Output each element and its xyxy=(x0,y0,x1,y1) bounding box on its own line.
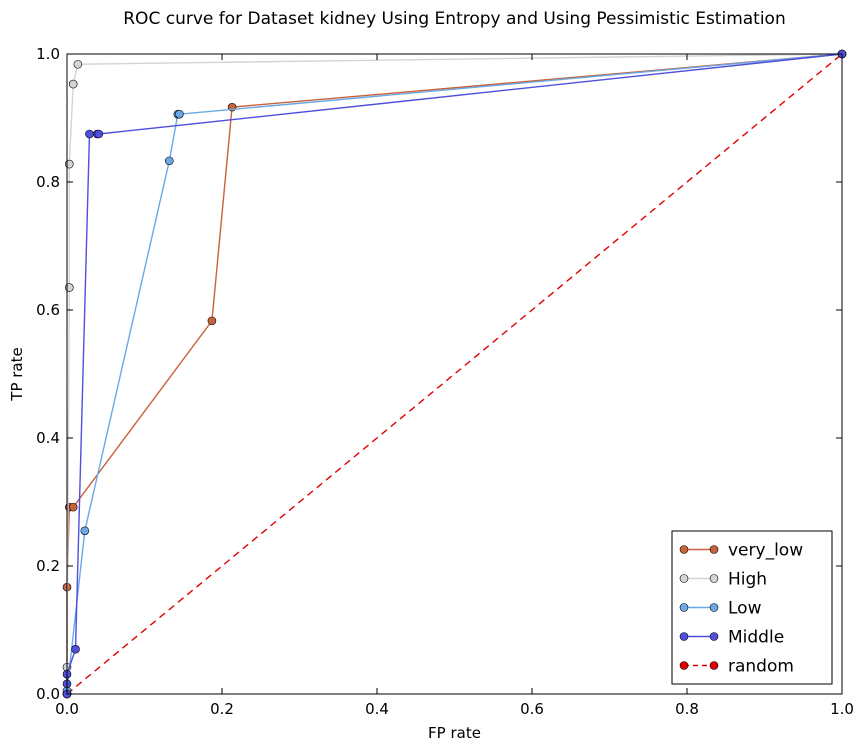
plot-frame xyxy=(66,53,843,695)
legend-marker xyxy=(679,545,689,554)
x-tick-label: 0.6 xyxy=(520,700,544,718)
legend: very_low High Low Middle random xyxy=(671,530,833,685)
legend-marker xyxy=(709,545,719,554)
data-point xyxy=(68,79,78,89)
legend-label: High xyxy=(728,570,767,590)
legend-marker xyxy=(679,603,689,612)
legend-marker xyxy=(709,574,719,583)
legend-marker xyxy=(679,632,689,641)
y-tick-label: 0.4 xyxy=(36,429,60,447)
data-point xyxy=(85,129,94,139)
data-point xyxy=(94,129,104,139)
y-tick-label: 0.8 xyxy=(36,173,60,191)
legend-item: High xyxy=(679,570,767,590)
chart-title: ROC curve for Dataset kidney Using Entro… xyxy=(123,9,786,29)
x-tick-label: 0.0 xyxy=(55,700,79,718)
data-point xyxy=(71,644,80,654)
legend-label: very_low xyxy=(728,541,803,561)
y-axis-label: TP rate xyxy=(8,347,26,401)
legend-label: Low xyxy=(728,599,762,619)
data-point xyxy=(175,109,184,119)
legend-marker xyxy=(709,603,719,612)
y-tick-label: 0.0 xyxy=(36,685,60,703)
data-point xyxy=(80,526,90,536)
y-tick-label: 0.6 xyxy=(36,301,60,319)
legend-label: random xyxy=(728,657,794,677)
legend-marker xyxy=(679,661,689,670)
legend-item: random xyxy=(679,657,794,677)
x-tick-label: 0.4 xyxy=(365,700,389,718)
legend-marker xyxy=(709,661,719,670)
legend-item: Middle xyxy=(679,628,784,648)
data-point xyxy=(68,502,78,512)
legend-item: Low xyxy=(679,599,762,619)
legend-label: Middle xyxy=(728,628,784,648)
legend-item: very_low xyxy=(679,541,803,561)
x-tick-label: 0.8 xyxy=(675,700,699,718)
y-tick-label: 0.2 xyxy=(36,557,60,575)
data-point xyxy=(165,156,174,166)
x-tick-label: 1.0 xyxy=(830,700,854,718)
x-tick-label: 0.2 xyxy=(210,700,234,718)
legend-marker xyxy=(679,574,689,583)
data-point xyxy=(207,316,217,326)
y-tick-label: 1.0 xyxy=(36,45,60,63)
x-axis-label: FP rate xyxy=(428,724,481,742)
tick-layer: 0.0 0.2 0.4 0.6 0.8 1.0 0.0 0.2 0.4 0.6 0.8 1.0 xyxy=(36,45,854,718)
data-point xyxy=(73,59,83,69)
legend-marker xyxy=(709,632,719,641)
